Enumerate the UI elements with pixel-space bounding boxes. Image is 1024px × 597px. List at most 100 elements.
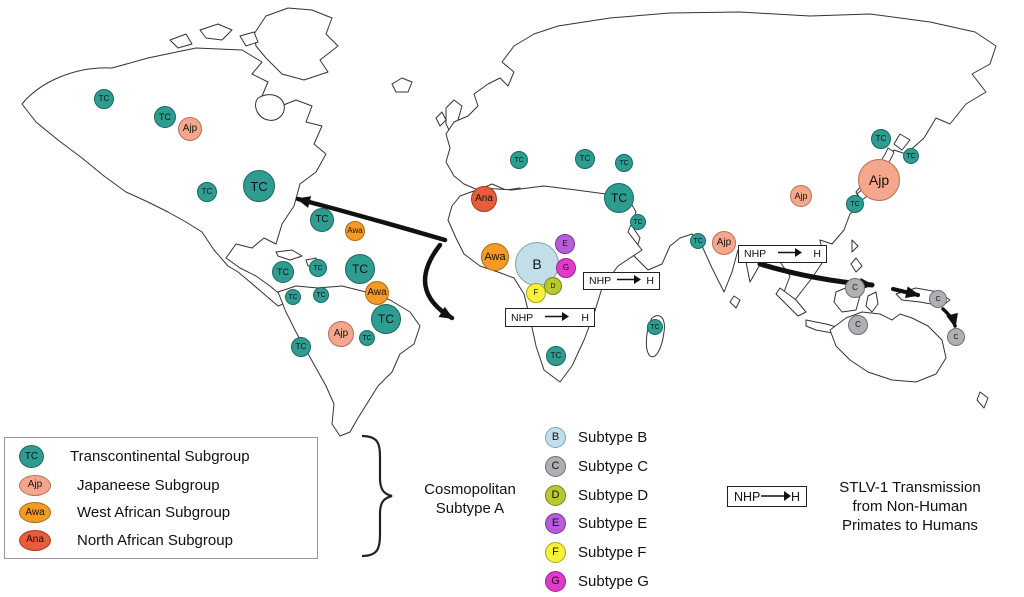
legend-item-label: North African Subgroup (77, 531, 233, 549)
arrow-africa-to-north-america (295, 196, 448, 243)
transmission-caption-line3: Primates to Humans (842, 517, 978, 534)
legend-item-label: Transcontinental Subgroup (70, 448, 250, 465)
nhp-to-h-box: NHP H (727, 486, 807, 507)
legend-item-awa: Awa West African Subgroup (19, 502, 317, 524)
transmission-caption-line1: STLV-1 Transmission (839, 479, 981, 496)
map-marker-f: F (526, 283, 546, 303)
legend-item-d: D Subtype D (545, 484, 725, 506)
h-label: H (790, 489, 800, 504)
legend-item-g: G Subtype G (545, 570, 725, 592)
e-swatch-icon: E (545, 513, 566, 535)
legend-item-f: F Subtype F (545, 542, 725, 564)
legend-item-label: Subtype F (578, 544, 647, 562)
legend-item-ana: Ana North African Subgroup (19, 529, 317, 551)
legend-item-label: Subtype G (578, 572, 649, 590)
continent-outlines (21, 7, 997, 437)
map-marker-tc: TC (510, 151, 528, 169)
map-marker-tc: TC (604, 183, 634, 213)
map-marker-c: C (947, 328, 965, 346)
nhp-arrow-icon (777, 248, 802, 260)
arrow-africa-to-south-atlantic (422, 242, 455, 321)
map-marker-ana: Ana (471, 186, 497, 212)
cosmopolitan-caption-line2: Subtype A (435, 500, 505, 517)
map-marker-tc: TC (345, 254, 375, 284)
map-marker-tc: TC (647, 319, 663, 335)
map-marker-ajp: Ajp (712, 231, 736, 255)
f-swatch-icon: F (545, 542, 566, 564)
ana-swatch-icon: Ana (19, 529, 51, 551)
arrow-to-southeast-c (941, 307, 958, 328)
map-marker-tc: TC (903, 148, 919, 164)
map-marker-tc: TC (309, 259, 327, 277)
c-swatch-icon: C (545, 455, 566, 477)
nhp-arrow-icon (616, 275, 641, 287)
g-swatch-icon: G (545, 570, 566, 592)
legend-item-label: Subtype B (578, 429, 648, 446)
h-label: H (581, 311, 589, 324)
map-marker-tc: TC (359, 330, 375, 346)
map-marker-tc: TC (615, 154, 633, 172)
map-marker-d: D (544, 277, 562, 295)
cosmopolitan-caption: Cosmopolitan Subtype A (403, 480, 537, 518)
map-marker-awa: Awa (365, 281, 389, 305)
map-marker-tc: TC (285, 289, 301, 305)
map-marker-g: G (556, 258, 576, 278)
legend-item-label: Subtype D (578, 486, 649, 504)
cosmopolitan-brace (361, 434, 393, 558)
legend-item-label: West African Subgroup (77, 504, 231, 522)
map-marker-ajp: Ajp (790, 185, 812, 207)
map-marker-ajp: Ajp (178, 117, 202, 141)
d-swatch-icon: D (545, 484, 566, 506)
map-marker-tc: TC (575, 149, 595, 169)
map-marker-awa: Awa (345, 221, 365, 241)
nhp-arrow-icon (760, 490, 791, 504)
map-marker-tc: TC (846, 195, 864, 213)
map-marker-tc: TC (630, 214, 646, 230)
legend-item-label: Subtype C (578, 457, 649, 475)
legend-item-e: E Subtype E (545, 513, 725, 535)
map-marker-tc: TC (546, 346, 566, 366)
nhp-label: NHP (511, 311, 534, 324)
legend-item-b: B Subtype B (545, 427, 725, 448)
map-marker-tc: TC (94, 89, 114, 109)
map-marker-tc: TC (243, 170, 275, 202)
nhp-to-h-box: NHP H (738, 245, 827, 263)
legend-item-ajp: Ajp Japaneese Subgroup (19, 474, 317, 496)
b-swatch-icon: B (545, 427, 566, 448)
map-marker-tc: TC (197, 182, 217, 202)
nhp-label: NHP (589, 275, 612, 287)
tc-swatch-icon: TC (19, 445, 44, 468)
legend-item-c: C Subtype C (545, 455, 725, 477)
ajp-swatch-icon: Ajp (19, 474, 51, 496)
h-label: H (646, 275, 654, 287)
legend-item-label: Subtype E (578, 515, 648, 533)
map-marker-c: C (848, 315, 868, 335)
h-label: H (813, 248, 821, 260)
map-marker-tc: TC (371, 304, 401, 334)
nhp-arrow-icon (545, 311, 570, 324)
arrow-to-new-guinea-c (891, 286, 920, 299)
awa-swatch-icon: Awa (19, 502, 51, 524)
map-marker-tc: TC (291, 337, 311, 357)
map-marker-e: E (555, 234, 575, 254)
nhp-label: NHP (734, 489, 761, 504)
map-marker-awa: Awa (481, 243, 509, 271)
map-marker-ajp: Ajp (858, 159, 900, 201)
legend-nhp-box-slot: NHP H (727, 486, 807, 507)
map-marker-tc: TC (310, 208, 334, 232)
map-marker-tc: TC (690, 233, 706, 249)
nhp-to-h-box: NHP H (505, 308, 595, 327)
cosmopolitan-caption-line1: Cosmopolitan (424, 481, 516, 498)
map-marker-tc: TC (871, 129, 891, 149)
transmission-caption-line2: from Non-Human (852, 498, 968, 515)
map-marker-tc: TC (154, 106, 176, 128)
legend-item-label: Japaneese Subgroup (77, 476, 220, 494)
map-marker-c: C (929, 290, 947, 308)
legend-cosmopolitan-subgroups: TC Transcontinental Subgroup Ajp Japaneese … (4, 437, 318, 559)
legend-item-tc: TC Transcontinental Subgroup (19, 445, 317, 468)
transmission-caption: STLV-1 Transmission from Non-Human Prima… (812, 478, 1008, 535)
map-marker-tc: TC (313, 287, 329, 303)
